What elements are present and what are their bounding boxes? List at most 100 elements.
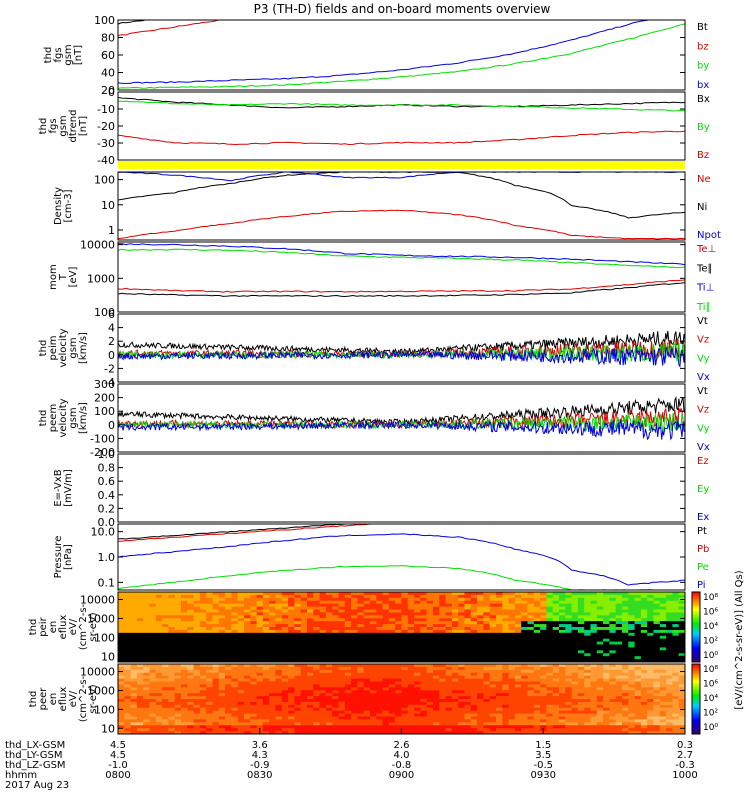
heatmap-cell — [325, 609, 333, 613]
heatmap-cell — [193, 687, 201, 691]
heatmap-cell — [325, 713, 333, 717]
heatmap-cell — [332, 650, 339, 654]
heatmap-cell — [659, 621, 667, 625]
heatmap-cell — [168, 632, 176, 637]
heatmap-cell — [319, 672, 327, 677]
heatmap-cell — [149, 687, 157, 691]
heatmap-cell — [193, 722, 201, 726]
heatmap-cell — [464, 609, 472, 613]
heatmap-cell — [407, 644, 415, 648]
heatmap-cell — [414, 603, 421, 608]
heatmap-cell — [325, 710, 333, 715]
heatmap-cell — [647, 728, 654, 732]
heatmap-cell — [401, 669, 409, 674]
heatmap-cell — [590, 656, 598, 660]
heatmap-cell — [288, 627, 295, 631]
heatmap-cell — [439, 728, 447, 732]
heatmap-cell — [124, 669, 132, 674]
heatmap-cell — [433, 678, 440, 682]
heatmap-cell — [426, 701, 434, 706]
heatmap-cell — [571, 701, 579, 706]
heatmap-cell — [565, 650, 573, 654]
heatmap-cell — [168, 641, 176, 645]
heatmap-cell — [357, 731, 365, 734]
heatmap-cell — [187, 678, 195, 682]
heatmap-cell — [300, 719, 308, 723]
heatmap-cell — [237, 594, 245, 599]
heatmap-cell — [559, 644, 566, 648]
heatmap-cell — [370, 603, 377, 608]
heatmap-cell — [181, 707, 188, 712]
heatmap-cell — [244, 672, 251, 677]
heatmap-cell — [514, 675, 522, 680]
heatmap-cell — [470, 684, 478, 688]
heatmap-cell — [622, 675, 629, 680]
series-group — [118, 97, 685, 146]
heatmap-cell — [496, 719, 503, 723]
heatmap-cell — [174, 687, 182, 691]
heatmap-cell — [332, 666, 339, 671]
y-axis-label: (cm^2-s- — [78, 603, 89, 650]
heatmap-cell — [407, 713, 415, 717]
heatmap-cell — [477, 710, 484, 715]
heatmap-cell — [351, 675, 358, 680]
legend-label: by — [697, 61, 709, 72]
heatmap-cell — [237, 606, 245, 610]
heatmap-cell — [559, 731, 566, 734]
heatmap-cell — [659, 678, 667, 682]
heatmap-cell — [533, 722, 541, 726]
heatmap-cell — [281, 594, 289, 599]
heatmap-cell — [533, 716, 541, 720]
heatmap-cell — [275, 672, 283, 677]
heatmap-cell — [678, 632, 685, 637]
heatmap-cell — [174, 624, 182, 628]
heatmap-cell — [678, 666, 685, 671]
heatmap-cell — [325, 684, 333, 688]
heatmap-cell — [382, 621, 390, 625]
heatmap-cell — [250, 722, 258, 726]
heatmap-cell — [596, 659, 604, 662]
heatmap-cell — [451, 699, 459, 703]
heatmap-cell — [388, 600, 396, 605]
heatmap-cell — [363, 669, 371, 674]
heatmap-cell — [307, 716, 314, 720]
heatmap-cell — [363, 666, 371, 671]
heatmap-cell — [470, 606, 478, 610]
heatmap-cell — [678, 678, 685, 682]
heatmap-cell — [225, 594, 232, 599]
heatmap-cell — [250, 650, 258, 654]
heatmap-cell — [577, 690, 585, 694]
heatmap-cell — [540, 713, 547, 717]
heatmap-cell — [628, 659, 636, 662]
heatmap-cell — [149, 653, 157, 657]
heatmap-cell — [577, 684, 585, 688]
heatmap-cell — [307, 728, 314, 732]
heatmap-cell — [288, 725, 295, 729]
heatmap-cell — [262, 606, 270, 610]
heatmap-cell — [483, 666, 491, 671]
heatmap-cell — [275, 612, 283, 616]
heatmap-cell — [640, 690, 648, 694]
heatmap-cell — [149, 594, 157, 599]
heatmap-cell — [300, 690, 308, 694]
heatmap-cell — [382, 681, 390, 685]
heatmap-cell — [338, 704, 346, 709]
y-axis-label: [km/s] — [78, 332, 89, 364]
heatmap-cell — [584, 618, 591, 622]
heatmap-cell — [571, 632, 579, 637]
heatmap-cell — [433, 650, 440, 654]
heatmap-cell — [514, 704, 522, 709]
heatmap-cell — [477, 681, 484, 685]
heatmap-cell — [325, 592, 333, 596]
heatmap-cell — [325, 731, 333, 734]
heatmap-cell — [250, 632, 258, 637]
heatmap-cell — [496, 612, 503, 616]
heatmap-cell — [628, 644, 636, 648]
heatmap-cell — [288, 684, 295, 688]
heatmap-cell — [244, 710, 251, 715]
heatmap-cell — [477, 699, 484, 703]
heatmap-cell — [540, 594, 547, 599]
heatmap-cell — [502, 612, 510, 616]
heatmap-cell — [659, 681, 667, 685]
